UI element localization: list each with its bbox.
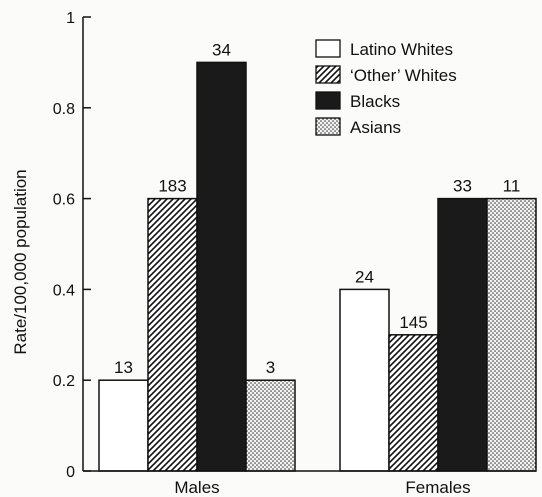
y-axis-title: Rate/100,000 population [11, 169, 30, 354]
bar-data-label: 145 [399, 313, 427, 332]
category-label: Males [174, 478, 219, 497]
bar-data-label: 13 [114, 358, 133, 377]
bar-data-label: 24 [355, 267, 374, 286]
y-tick-label: 0.4 [53, 282, 75, 299]
legend-swatch [315, 39, 341, 58]
legend-swatch [315, 117, 341, 136]
data-labels-group: 13 183 34 3 24 145 33 11 [114, 40, 520, 377]
y-tick-label: 0.2 [53, 373, 75, 390]
bar-data-label: 3 [266, 358, 275, 377]
bar-data-label: 183 [158, 177, 186, 196]
legend-label: Asians [350, 118, 401, 137]
bar-data-label: 11 [503, 177, 521, 196]
axes-group [82, 17, 536, 472]
bar [98, 379, 149, 472]
y-tick-label: 0 [66, 464, 75, 481]
y-tick-label: 0.8 [53, 101, 75, 118]
bar [245, 379, 296, 472]
bar [196, 61, 247, 472]
y-tick-label: 1 [66, 10, 75, 27]
bar [486, 197, 537, 472]
legend-label: Latino Whites [350, 40, 453, 59]
bars-group [98, 61, 537, 472]
category-labels-group: Males Females [174, 478, 470, 497]
bar [147, 197, 198, 472]
y-tick-label: 0.6 [53, 192, 75, 209]
bar-data-label: 33 [453, 177, 472, 196]
legend-swatch [315, 65, 341, 84]
bar [388, 334, 439, 472]
category-label: Females [405, 478, 470, 497]
y-axis-ticks: 0 0.2 0.4 0.6 0.8 1 [53, 10, 91, 481]
bar-data-label: 34 [212, 40, 231, 59]
legend-label: ‘Other’ Whites [350, 66, 457, 85]
legend-swatch [315, 91, 341, 110]
legend-label: Blacks [350, 92, 400, 111]
bar [437, 197, 488, 472]
legend: Latino Whites ‘Other’ Whites Blacks Asians [315, 39, 457, 137]
bar [339, 288, 390, 472]
